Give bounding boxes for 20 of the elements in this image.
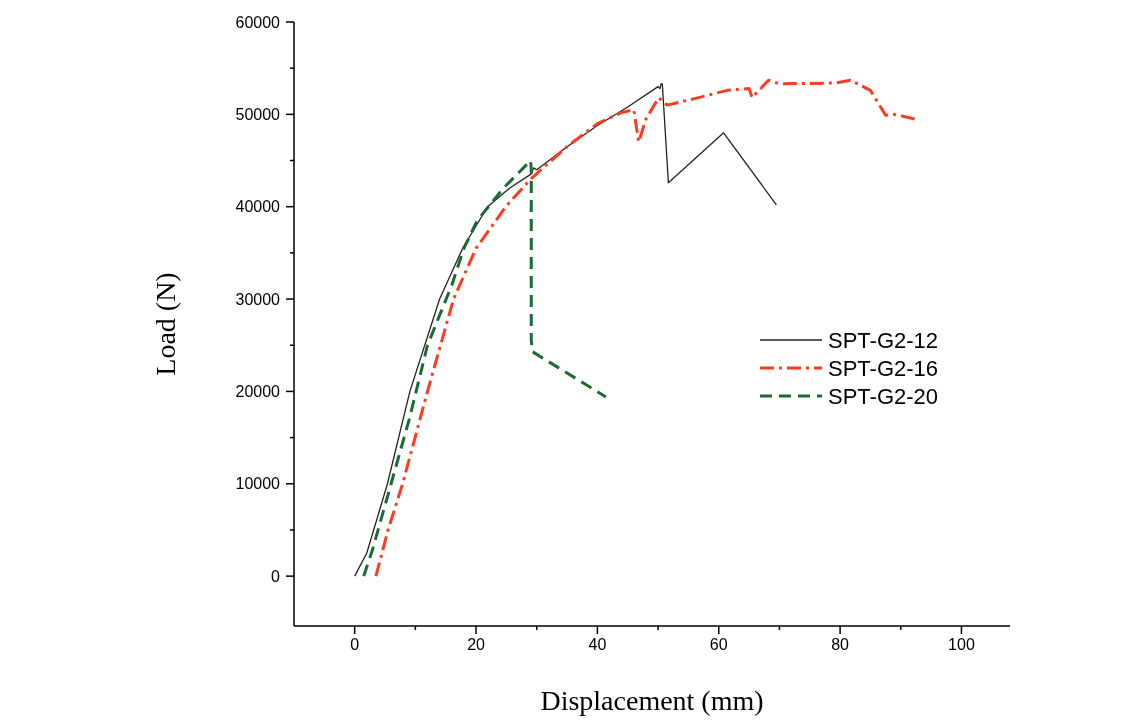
y-tick-label: 0 xyxy=(271,567,281,585)
x-tick-label: 60 xyxy=(709,636,728,653)
legend-label: SPT-G2-20 xyxy=(828,383,939,409)
line-series xyxy=(362,159,608,578)
x-axis-title: Displacement (mm) xyxy=(540,685,764,716)
y-tick-label: 40000 xyxy=(235,198,281,216)
x-tick-label: 40 xyxy=(588,636,607,653)
y-tick-label: 10000 xyxy=(235,475,281,493)
y-axis-title: Load (N) xyxy=(150,272,181,376)
x-tick-label: 20 xyxy=(467,636,486,653)
y-tick-label: 50000 xyxy=(235,105,281,123)
y-tick-label: 30000 xyxy=(235,290,281,308)
x-tick-label: 0 xyxy=(350,636,360,653)
legend-label: SPT-G2-16 xyxy=(828,355,939,381)
y-tick-label: 20000 xyxy=(235,383,281,401)
line-series xyxy=(354,83,778,577)
x-tick-label: 80 xyxy=(831,636,850,653)
y-tick-label: 60000 xyxy=(235,13,281,31)
legend-label: SPT-G2-12 xyxy=(828,327,939,353)
x-tick-label: 100 xyxy=(948,636,975,653)
